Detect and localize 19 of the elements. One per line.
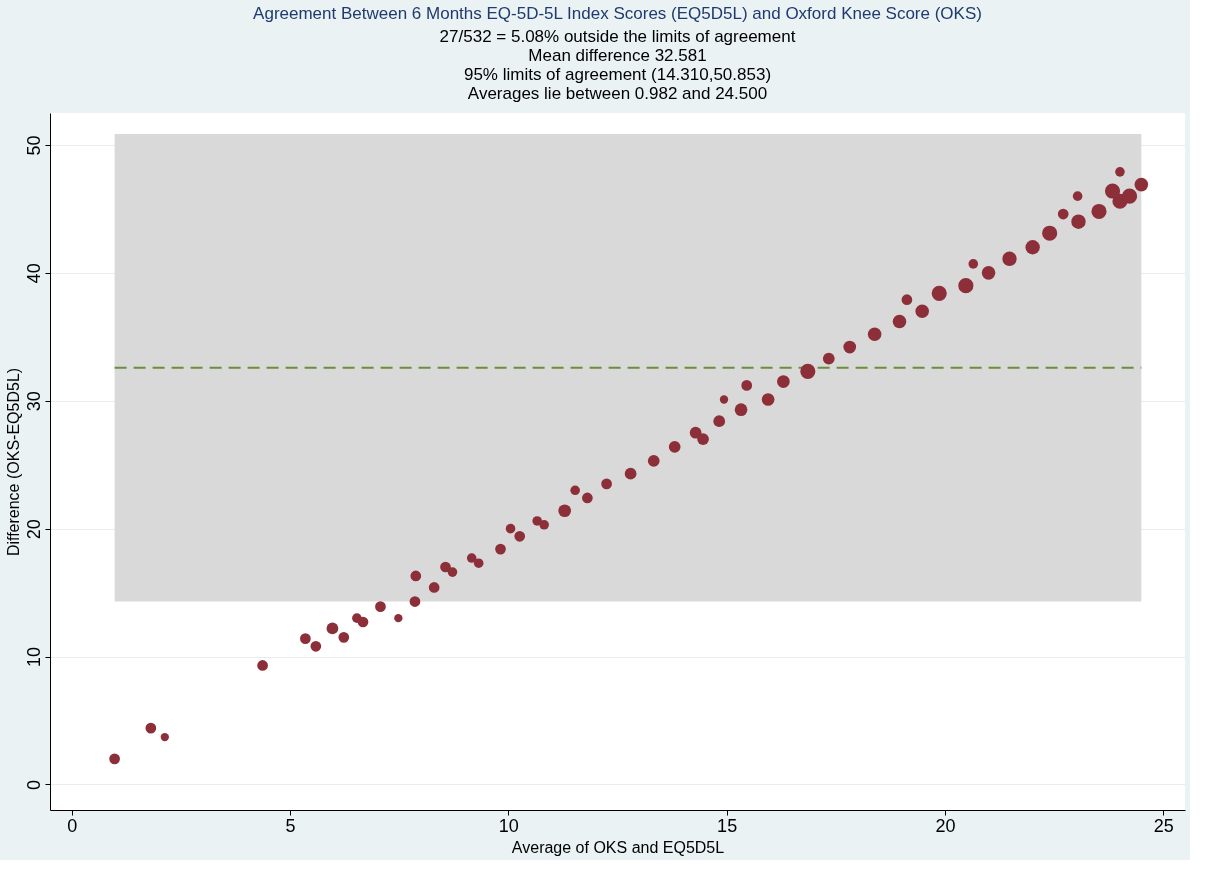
- y-tick-label: 10: [23, 647, 44, 668]
- y-tick-label: 30: [23, 391, 44, 412]
- y-tick-label: 50: [23, 135, 44, 156]
- y-tick-label: 0: [23, 779, 44, 790]
- y-axis-title: Difference (OKS-EQ5D5L): [4, 367, 22, 557]
- x-tick-label: 20: [935, 815, 956, 836]
- text: Averages lie between 0.982 and 24.500: [467, 84, 768, 103]
- x-axis-title: Average of OKS and EQ5D5L: [511, 838, 725, 856]
- x-tick-label: 0: [67, 815, 78, 836]
- x-tick-label: 10: [498, 815, 519, 836]
- chart-title: Agreement Between 6 Months EQ-5D-5L Index Scores (EQ5D5L) and Oxford Knee Score (OKS): [253, 4, 982, 23]
- text: 27/532 = 5.08% outside the limits of agreement: [439, 27, 796, 46]
- y-tick-label: 40: [23, 263, 44, 284]
- x-tick-label: 5: [285, 815, 296, 836]
- x-tick-label: 15: [717, 815, 738, 836]
- x-tick-label: 25: [1153, 815, 1174, 836]
- y-tick-label: 20: [23, 519, 44, 540]
- text: 95% limits of agreement (14.310,50.853): [463, 65, 772, 84]
- text: Mean difference 32.581: [528, 46, 707, 65]
